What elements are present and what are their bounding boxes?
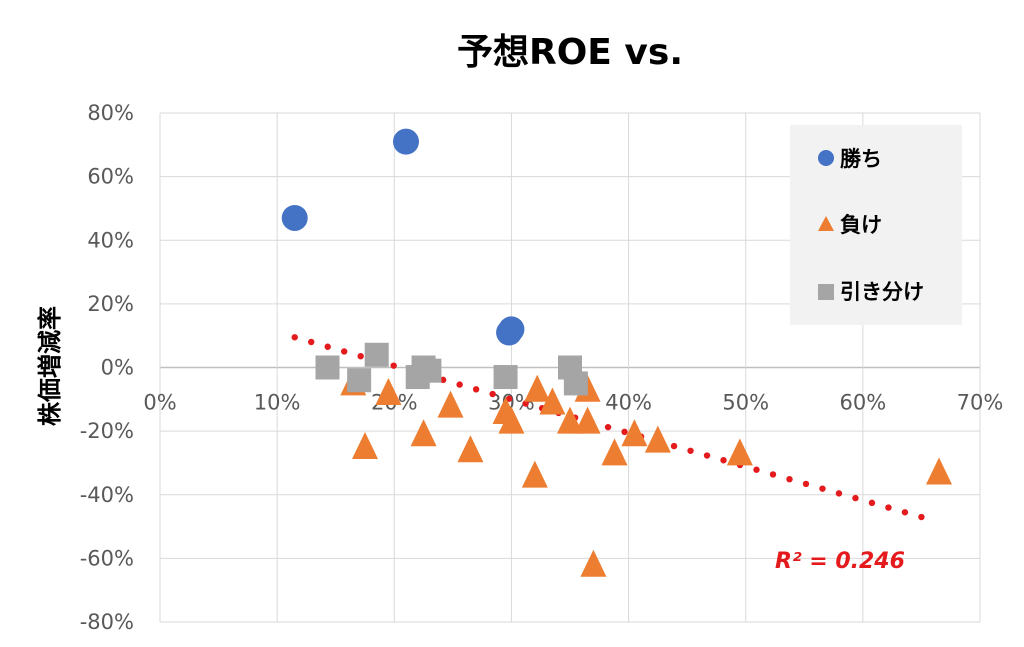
- trendline-dot: [703, 452, 711, 459]
- trendline-dot: [769, 471, 777, 478]
- trendline-dot: [456, 381, 463, 388]
- point-lose: [926, 457, 952, 485]
- trendline-dot: [621, 428, 628, 436]
- y-tick-label: 40%: [87, 228, 134, 252]
- y-axis-ticks: 80% 60% 40% 20% 0% -20% -40% -60% -80%: [80, 101, 134, 634]
- point-draw: [315, 355, 340, 380]
- point-win: [393, 128, 419, 155]
- y-tick-label: 0%: [101, 356, 134, 380]
- point-lose: [601, 438, 628, 466]
- x-tick-label: 70%: [957, 391, 1004, 415]
- y-tick-label: 60%: [87, 165, 134, 189]
- x-tick-label: 0%: [143, 391, 176, 415]
- point-lose: [574, 406, 601, 434]
- legend: 勝ち 負け 引き分け: [790, 125, 962, 325]
- point-win: [281, 204, 308, 231]
- point-lose: [352, 432, 378, 460]
- point-draw: [417, 358, 442, 383]
- trendline-dot: [604, 423, 612, 431]
- trendline-dot: [885, 504, 892, 511]
- x-tick-label: 60%: [840, 391, 887, 415]
- point-draw: [347, 368, 372, 393]
- trendline-dot: [819, 485, 826, 492]
- legend-win-marker: [818, 150, 834, 166]
- y-tick-label: -20%: [80, 419, 134, 443]
- r-squared-label: R² = 0.246: [775, 549, 905, 574]
- point-lose: [410, 419, 437, 447]
- legend-draw-marker: [818, 284, 834, 300]
- point-win: [498, 316, 525, 343]
- point-lose: [726, 438, 753, 466]
- trendline-dot: [308, 338, 315, 346]
- x-tick-label: 40%: [605, 391, 652, 415]
- trendline-dot: [472, 386, 480, 393]
- trendline-dot: [868, 499, 876, 507]
- trendline-dot: [357, 352, 364, 360]
- point-lose: [644, 425, 671, 453]
- data-points: [281, 128, 952, 577]
- trendline-dot: [901, 509, 909, 516]
- trendline-dot: [918, 513, 925, 521]
- trendline-dot: [324, 343, 331, 350]
- trendline-dot: [802, 480, 810, 488]
- legend-lose-label: 負け: [840, 213, 882, 237]
- point-lose: [580, 549, 607, 577]
- trendline-dot: [670, 442, 678, 450]
- trendline-dot: [390, 362, 397, 369]
- y-tick-label: -80%: [80, 610, 134, 634]
- point-lose: [457, 435, 484, 463]
- trendline-dot: [720, 457, 727, 464]
- trendline-dot: [687, 447, 694, 454]
- trendline-dot: [505, 395, 513, 402]
- chart-title: 予想ROE vs.: [457, 32, 683, 73]
- trendline-dot: [852, 494, 859, 502]
- point-lose: [498, 406, 525, 434]
- trendline-dot: [489, 390, 496, 398]
- point-lose: [539, 387, 566, 415]
- point-draw: [493, 365, 518, 390]
- point-draw: [364, 342, 389, 367]
- y-axis-label: 株価増減率: [36, 306, 64, 426]
- x-tick-label: 10%: [254, 391, 301, 415]
- legend-draw-label: 引き分け: [840, 280, 924, 304]
- trendline-dot: [291, 334, 298, 341]
- trendline-dot: [522, 400, 529, 407]
- y-tick-label: 80%: [87, 101, 134, 125]
- trendline-dot: [786, 475, 793, 483]
- y-tick-label: -60%: [80, 546, 134, 570]
- trendline-dot: [439, 376, 447, 384]
- trendline-dot: [340, 348, 348, 355]
- point-lose: [621, 419, 648, 447]
- point-lose: [437, 390, 464, 418]
- trendline-dot: [835, 490, 843, 497]
- point-lose: [557, 406, 583, 434]
- point-lose: [521, 460, 548, 488]
- y-tick-label: 20%: [87, 292, 134, 316]
- x-tick-label: 50%: [722, 391, 769, 415]
- point-draw: [563, 371, 588, 396]
- point-lose: [375, 377, 402, 405]
- legend-lose-marker: [818, 216, 834, 231]
- y-tick-label: -40%: [80, 483, 134, 507]
- legend-win-label: 勝ち: [840, 147, 882, 171]
- trendline-dot: [753, 466, 760, 473]
- point-lose: [524, 374, 551, 402]
